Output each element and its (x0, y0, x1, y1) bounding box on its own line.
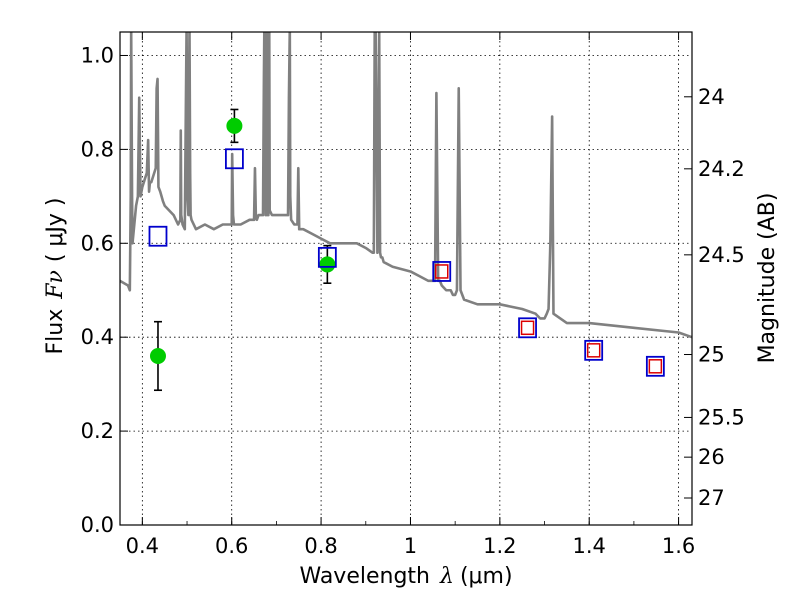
model-square (645, 355, 665, 377)
y-tick-label: 1.0 (81, 43, 114, 67)
y-tick-label: 0.6 (81, 231, 114, 255)
inner-square (586, 343, 601, 358)
model-square (432, 261, 452, 282)
x-axis-label: Wavelength λ (μm) (299, 564, 512, 589)
observed-point (149, 347, 166, 364)
y2-tick-label: 24 (698, 85, 725, 109)
model-square (148, 225, 168, 247)
y2-tick-label: 25 (698, 343, 725, 367)
y2-tick-label: 24.5 (698, 243, 745, 267)
observed-point (226, 117, 243, 134)
plot-area (120, 32, 692, 339)
y-tick-label: 0.8 (81, 137, 114, 161)
axis-ticks: 0.4 0.6 0.8 1 1.2 1.4 1.6 0.0 0.2 0.4 0.6 0.8 1.0 24 2… (81, 32, 745, 558)
y2-axis-label: Magnitude (AB) (755, 193, 780, 364)
markers (148, 108, 665, 392)
y-tick-label: 0.4 (81, 325, 114, 349)
x-tick-label: 0.6 (215, 534, 248, 558)
x-tick-label: 0.4 (126, 534, 159, 558)
model-square (317, 246, 337, 268)
y2-tick-label: 25.5 (698, 405, 745, 429)
x-tick-label: 1.6 (662, 534, 695, 558)
y-tick-label: 0.0 (81, 513, 114, 537)
y-tick-label: 0.2 (81, 419, 114, 443)
y2-tick-label: 24.2 (698, 157, 745, 181)
y2-tick-label: 27 (698, 486, 725, 510)
observed-point (319, 256, 336, 273)
x-tick-label: 1.2 (483, 534, 516, 558)
inner-square (648, 359, 663, 374)
inner-square (520, 320, 535, 336)
model-square (584, 339, 604, 361)
model-square (224, 148, 244, 170)
plot-frame (119, 31, 693, 526)
y-axis-label: FluxFν( μJy ) (43, 197, 68, 354)
y2-tick-label: 26 (698, 445, 725, 469)
x-tick-label: 1.4 (573, 534, 606, 558)
model-square (518, 317, 537, 339)
inner-square (435, 264, 449, 279)
spectrum-line (120, 32, 692, 339)
x-tick-label: 1 (404, 534, 417, 558)
x-tick-label: 0.8 (304, 534, 337, 558)
